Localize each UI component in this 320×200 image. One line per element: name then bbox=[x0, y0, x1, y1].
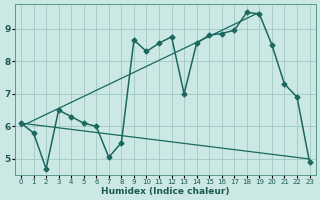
X-axis label: Humidex (Indice chaleur): Humidex (Indice chaleur) bbox=[101, 187, 229, 196]
